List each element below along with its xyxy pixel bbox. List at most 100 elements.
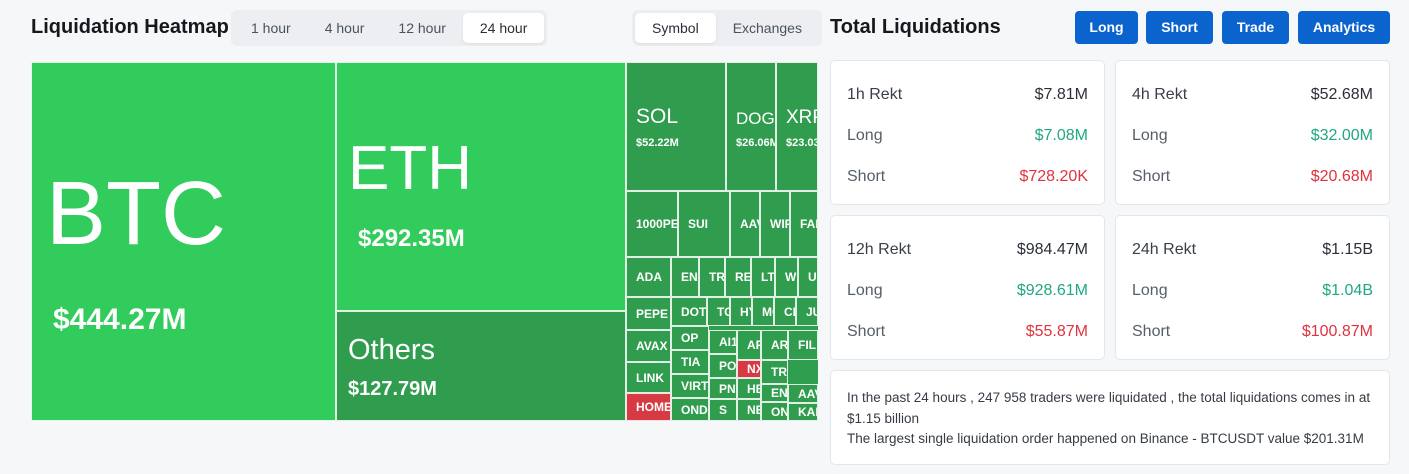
stat-total: $1.15B: [1322, 241, 1373, 258]
heatmap-cell-symbol: TRUMP: [709, 270, 725, 284]
heatmap-cell-small[interactable]: HBAR: [737, 378, 761, 399]
heatmap-cell-small[interactable]: AI16Z: [709, 330, 737, 354]
trade-button[interactable]: Trade: [1222, 11, 1289, 44]
heatmap-cell-symbol: HOME: [636, 400, 671, 414]
heatmap-cell-small[interactable]: PNUT: [709, 378, 737, 399]
heatmap-cell-small[interactable]: TON: [707, 297, 730, 326]
heatmap-cell-small[interactable]: AVAX: [626, 330, 671, 362]
heatmap-cell-symbol: POL: [719, 359, 737, 373]
heatmap-cell-small[interactable]: OP: [671, 326, 709, 350]
stat-long-value: $928.61M: [1016, 282, 1088, 299]
heatmap-cell-small[interactable]: CRV: [774, 297, 796, 326]
heatmap-cell-symbol: WLD: [785, 270, 797, 284]
heatmap-cell-symbol: LINK: [636, 370, 664, 385]
heatmap-cell-symbol: RENDER: [735, 270, 751, 284]
tab-12-hour[interactable]: 12 hour: [398, 20, 446, 36]
analytics-button[interactable]: Analytics: [1298, 11, 1390, 44]
stat-short-value: $55.87M: [1025, 323, 1088, 340]
heatmap-cell-sol[interactable]: SOL $52.22M: [626, 62, 726, 191]
heatmap-cell-small[interactable]: 1000PEPE: [626, 191, 678, 257]
heatmap-cell-value: $23.03M: [786, 137, 817, 149]
heatmap-cell-symbol: ENA: [681, 270, 698, 284]
heatmap-cell-small[interactable]: UNI: [798, 257, 818, 297]
heatmap-cell-symbol: APT: [747, 338, 760, 352]
heatmap-cell-symbol: WIF: [770, 217, 790, 231]
heatmap-cell-small[interactable]: TIA: [671, 350, 709, 374]
heatmap-cell-small[interactable]: WLD: [775, 257, 798, 297]
heatmap-cell-value: $52.22M: [636, 137, 679, 149]
stat-total: $984.47M: [1016, 241, 1088, 258]
heatmap-cell-small[interactable]: DOT: [671, 297, 707, 326]
heatmap-cell-small[interactable]: FART: [790, 191, 818, 257]
stat-title: 1h Rekt: [847, 86, 903, 103]
heatmap-cell-doge[interactable]: DOG $26.06M: [726, 62, 776, 191]
heatmap-cell-small[interactable]: LTC: [751, 257, 775, 297]
heatmap-cell-small[interactable]: TRX: [761, 360, 788, 384]
heatmap-cell-small[interactable]: KAITO: [788, 403, 818, 421]
heatmap-cell-small-red[interactable]: HOME: [626, 393, 671, 421]
heatmap-cell-small[interactable]: ENS: [761, 384, 788, 402]
stat-short-value: $728.20K: [1019, 168, 1088, 185]
heatmap-cell-small[interactable]: POL: [709, 354, 737, 378]
short-button[interactable]: Short: [1146, 11, 1213, 44]
heatmap-cell-eth[interactable]: ETH $292.35M: [336, 62, 626, 311]
tab-exchanges[interactable]: Exchanges: [732, 20, 802, 36]
heatmap-cell-small[interactable]: ADA: [626, 257, 671, 297]
heatmap-cell-symbol: FART: [800, 217, 817, 231]
heatmap-cell-value: $444.27M: [53, 303, 187, 336]
heatmap-cell-value: $127.79M: [348, 378, 437, 400]
heatmap-cell-small[interactable]: APT: [737, 330, 761, 360]
heatmap-cell-symbol: NXPC: [747, 362, 760, 376]
long-button[interactable]: Long: [1075, 11, 1138, 44]
heatmap-cell-small[interactable]: RENDER: [725, 257, 751, 297]
heatmap-cell-symbol: MOVE: [762, 304, 773, 319]
heatmap-cell-small[interactable]: WIF: [760, 191, 790, 257]
heatmap-cell-others[interactable]: Others $127.79M: [336, 311, 626, 421]
heatmap-cell-symbol: UNI: [808, 270, 817, 284]
heatmap-cell-symbol: LTC: [761, 270, 775, 284]
stat-short-label: Short: [1132, 323, 1171, 340]
tab-24-hour[interactable]: 24 hour: [462, 13, 545, 43]
tab-4-hour[interactable]: 4 hour: [324, 20, 365, 36]
page-title: Liquidation Heatmap: [31, 16, 229, 38]
heatmap-cell-small[interactable]: HYPE: [730, 297, 752, 326]
stat-short-value: $20.68M: [1310, 168, 1373, 185]
heatmap-cell-btc[interactable]: BTC $444.27M: [31, 62, 336, 421]
heatmap-cell-symbol: AR: [771, 338, 788, 352]
heatmap-cell-symbol: S: [719, 403, 728, 417]
heatmap-cell-small[interactable]: ONE: [761, 402, 788, 421]
heatmap-cell-small[interactable]: FIL: [788, 330, 818, 360]
heatmap-cell-small[interactable]: SUI: [678, 191, 730, 257]
stat-short-label: Short: [1132, 168, 1171, 185]
heatmap-cell-small[interactable]: LINK: [626, 362, 671, 393]
stat-card-4h: 4h Rekt $52.68M Long $32.00M Short $20.68M: [1115, 60, 1390, 205]
heatmap-cell-small[interactable]: ONDO: [671, 398, 709, 421]
heatmap-cell-symbol: HYPE: [740, 304, 751, 319]
heatmap-cell-symbol: ETH: [348, 134, 472, 203]
heatmap-cell-symbol: BTC: [46, 164, 226, 264]
heatmap-cell-small[interactable]: NEAR: [737, 399, 761, 421]
heatmap-cell-xrp[interactable]: XRP $23.03M: [776, 62, 818, 191]
heatmap-cell-small[interactable]: VIRTUAL: [671, 374, 709, 398]
heatmap-cell-small[interactable]: TRUMP: [699, 257, 725, 297]
heatmap-cell-small-red[interactable]: NXPC: [737, 360, 761, 378]
heatmap-cell-symbol: CRV: [784, 304, 795, 319]
heatmap-cell-small[interactable]: ENA: [671, 257, 699, 297]
stat-title: 12h Rekt: [847, 241, 912, 258]
heatmap-cell-symbol: JUP: [806, 304, 817, 319]
heatmap-cell-small[interactable]: S: [709, 399, 737, 421]
view-mode-tabs: Symbol Exchanges: [632, 10, 822, 46]
heatmap-cell-small[interactable]: AAVE: [730, 191, 760, 257]
tab-symbol[interactable]: Symbol: [635, 13, 716, 43]
tab-1-hour[interactable]: 1 hour: [251, 20, 291, 36]
heatmap-cell-symbol: DOG: [736, 109, 775, 128]
heatmap-cell-small[interactable]: AAVE: [788, 384, 818, 403]
stat-long-label: Long: [1132, 127, 1168, 144]
heatmap-cell-small[interactable]: PEPE: [626, 297, 671, 330]
heatmap-cell-small[interactable]: MOVE: [752, 297, 774, 326]
heatmap-cell-small[interactable]: JUP: [796, 297, 818, 326]
liquidation-heatmap: BTC $444.27M ETH $292.35M Others $127.79…: [31, 62, 818, 421]
heatmap-cell-symbol: 1000PEPE: [636, 217, 678, 231]
heatmap-cell-small[interactable]: AR: [761, 330, 788, 360]
